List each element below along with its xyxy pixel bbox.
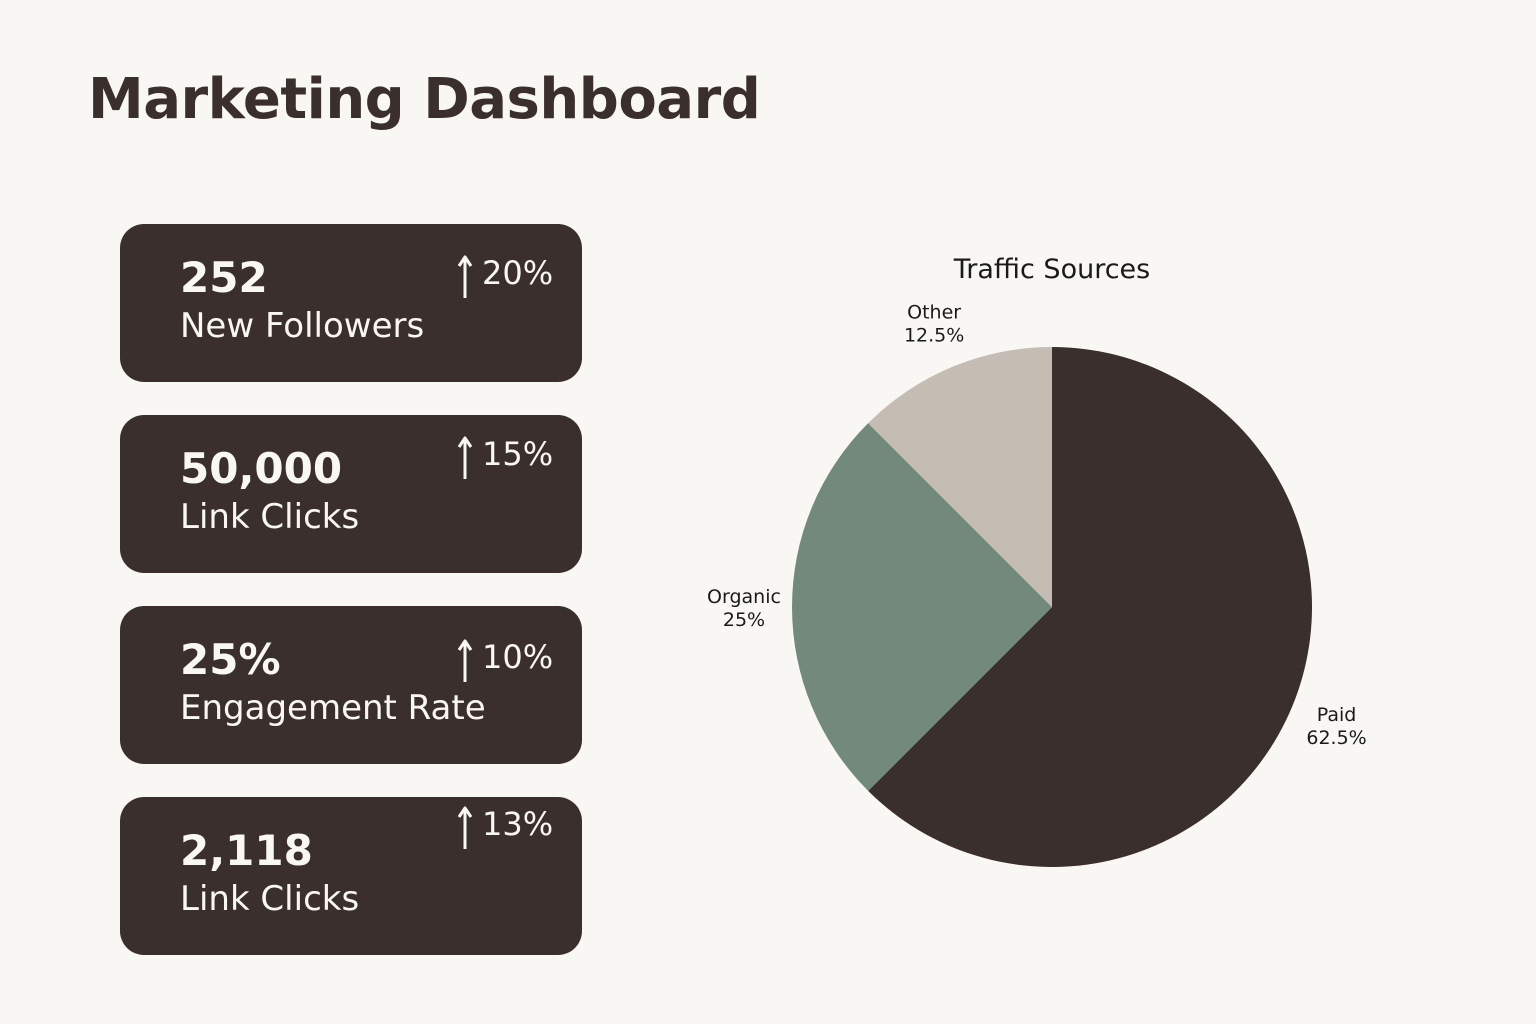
metric-label: Link Clicks [180,879,360,919]
arrow-up-icon [457,436,473,479]
arrow-up-icon [457,255,473,298]
traffic-sources-pie-chart: Traffic Sources Paid 62.5% Organic 25% Other… [707,254,1367,867]
pie-label-category: Other [907,301,961,323]
metric-delta: 15% [456,435,553,481]
metric-delta: 10% [456,638,553,684]
pie-label-value: 12.5% [904,324,964,346]
metric-value: 25% [180,635,281,684]
pie-slice-paid [868,347,1312,867]
arrow-up-icon [457,639,473,682]
pie-label-value: 25% [723,609,765,631]
metric-delta-text: 10% [482,638,554,676]
pie-slices [792,347,1312,867]
pie-labels: Paid 62.5% Organic 25% Other 12.5% [707,301,1367,748]
metric-label: Link Clicks [180,497,360,537]
metric-card-engagement-rate: 25% 10% Engagement Rate [120,606,582,764]
pie-label-other: Other 12.5% [904,301,964,346]
metric-card-new-followers: 252 20% New Followers [120,224,582,382]
pie-label-value: 62.5% [1306,727,1366,749]
metric-label: New Followers [180,306,425,346]
page-title: Marketing Dashboard [88,67,761,132]
metric-delta-text: 13% [482,805,554,843]
metric-delta-text: 15% [482,435,554,473]
metric-delta: 13% [456,805,553,851]
arrow-up-icon [457,806,473,849]
metric-value: 50,000 [180,444,343,493]
metric-card-link-clicks-2: 2,118 13% Link Clicks [120,797,582,955]
pie-slice-organic [792,423,1052,791]
metric-delta-text: 20% [482,254,554,292]
pie-label-category: Organic [707,586,781,608]
metric-card-link-clicks: 50,000 15% Link Clicks [120,415,582,573]
pie-label-paid: Paid 62.5% [1306,704,1366,749]
pie-label-category: Paid [1317,704,1357,726]
metric-value: 2,118 [180,826,313,875]
metric-label: Engagement Rate [180,688,486,728]
pie-slice-other [868,347,1052,607]
chart-title: Traffic Sources [953,254,1151,285]
metric-delta: 20% [456,254,553,300]
pie-label-organic: Organic 25% [707,586,781,631]
metric-value: 252 [180,253,268,302]
